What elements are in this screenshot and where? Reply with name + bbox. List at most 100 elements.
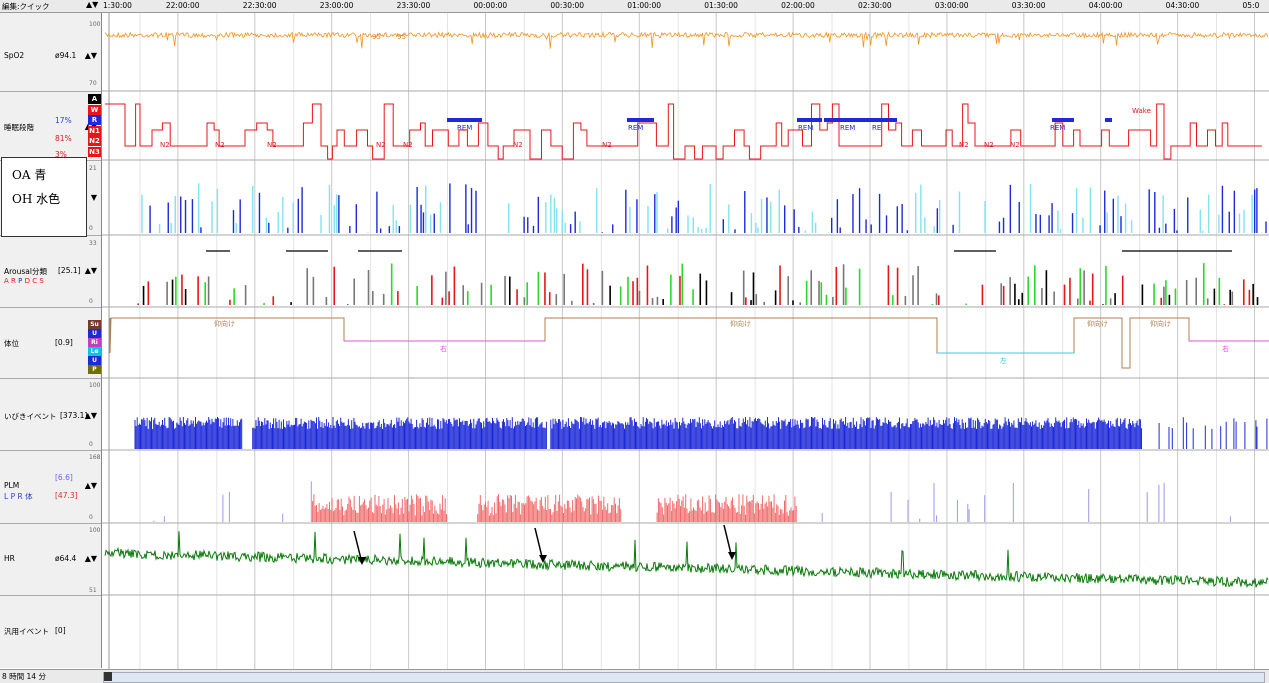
position-side-label: 右 [440,344,447,353]
channel-row-general[interactable]: 汎用イベント [0] [0,596,101,668]
channel-name: 汎用イベント [4,627,49,636]
stage-label: R [88,115,101,125]
hypnogram-stage-label: REM [840,124,855,132]
timeline-nav-arrows[interactable]: ▲▼ [86,0,99,9]
arrow-head-icon [539,555,547,563]
sort-arrow-icon[interactable]: ▼ [90,193,97,202]
channel-row-arousal[interactable]: Arousal分類 [25.1] ▲▼ A R P D C S 33 0 [0,236,101,308]
position-supine-label: 仰向け [730,319,751,328]
hypnogram-stage-label: REM [1050,124,1065,132]
channel-row-hr[interactable]: HR ø64.4 ▲▼ 100 51 [0,524,101,596]
channel-value: [25.1] [58,266,81,275]
scale-top: 168 [89,454,101,461]
position-side-label: 左 [1000,356,1007,365]
channel-labels-column: SpO2 ø94.1 ▲▼ 100 70 睡眠段階 17% 81% 3% ▲▼ … [0,13,102,668]
arousal-events [137,250,1259,305]
row-separators [102,90,1269,596]
arrow-head-icon [358,557,366,565]
hypnogram-stage-label: N2 [215,141,225,149]
stage-label: N2 [88,136,101,146]
channel-name: SpO2 [4,51,25,60]
scale-top: 100 [89,21,101,28]
arousal-subtype: A [4,277,12,285]
hypnogram-stage-label: N2 [984,141,994,149]
rem-bar [1052,118,1074,122]
channel-value: [0] [55,626,66,635]
channel-value: [0.9] [55,338,73,347]
hypnogram-stage-label: Wake [1132,107,1151,115]
stage-label: N3 [88,146,101,157]
time-tick-label: 01:00:00 [627,1,661,10]
rem-bar [875,118,897,122]
time-tick-label: 00:00:00 [473,1,508,10]
hypnogram-stage-label: N2 [376,141,386,149]
legend-line-oh: OH 水色 [12,192,61,206]
respiratory-events [141,183,1267,233]
hypnogram-stage-label: N2 [602,141,612,149]
recording-duration: 8 時間 14 分 [2,672,46,681]
horizontal-scrollbar[interactable] [103,672,1265,683]
scrollbar-thumb[interactable] [104,672,112,681]
time-tick-label: 05:0 [1242,1,1260,10]
channel-name: PLM [4,481,20,490]
legend-line-oa: OA 青 [12,168,47,182]
channel-name: いびきイベント [4,412,57,421]
stage-label: A [88,94,101,104]
channel-name: 睡眠段階 [4,123,34,132]
channel-row-position[interactable]: 体位 [0.9] Su U Ri Le U P [0,308,101,379]
annotation-arrows [353,524,736,565]
hypnogram-stage-label: REM [798,124,813,132]
channel-row-snore[interactable]: いびきイベント [373.1] ▲▼ 100 0 [0,379,101,451]
spo2-label: 95 [397,33,406,41]
position-code: P [88,365,101,374]
arousal-subtype: R [11,277,19,285]
edit-mode-label[interactable]: 編集:クイック [2,2,50,11]
time-tick-label: 03:30:00 [1011,1,1046,10]
channel-value: ø64.4 [55,554,77,563]
rem-bar [627,118,654,122]
rem-bar [447,118,482,122]
rem-bar [824,118,892,122]
arousal-subtype: C [32,277,40,285]
time-tick-label: 1:30:00 [103,1,132,10]
spo2-line [104,30,1269,49]
hypnogram-stage-label: RE [872,124,881,132]
scale-top: 33 [89,240,97,247]
time-tick-label: 22:30:00 [242,1,277,10]
plm-events [153,481,1231,522]
stage-label: N1 [88,125,101,136]
time-tick-label: 02:30:00 [858,1,892,10]
spo2-trace: 95 95 [104,30,1269,49]
position-side-label: 右 [1222,344,1229,353]
time-tick-label: 02:00:00 [781,1,815,10]
hr-line [104,531,1269,589]
sort-arrows-icon[interactable]: ▲▼ [84,266,97,275]
position-supine-label: 仰向け [1087,319,1108,328]
hypnogram-stage-label: N2 [513,141,523,149]
time-tick-label: 22:00:00 [165,1,200,10]
position-code: Ri [88,338,101,347]
sort-arrows-icon[interactable]: ▲▼ [84,411,97,420]
arrow-head-icon [728,552,736,560]
scale-top: 21 [89,165,97,172]
arousal-subtype: D [24,277,33,285]
hypnogram-stage-label: N2 [959,141,969,149]
sort-arrows-icon[interactable]: ▲▼ [84,481,97,490]
position-code: U [88,356,101,365]
stage-label: W [88,104,101,115]
signal-chart-area[interactable]: 95 95 N2 N2 N2 N2 N2 REM N2 REM N2 REM REM RE N2 N2 N2 R… [102,13,1269,669]
arousal-subtype: P [18,277,25,285]
channel-row-plm[interactable]: PLM [6.6] [47.3] L P R 体 ▲▼ 168 0 [0,451,101,524]
rem-bar [1105,118,1112,122]
scale-bottom: 0 [89,441,93,448]
hypnogram-stage-label: N2 [267,141,277,149]
sort-arrows-icon[interactable]: ▲▼ [84,554,97,563]
channel-row-spo2[interactable]: SpO2 ø94.1 ▲▼ 100 70 [0,13,101,92]
channel-name: Arousal分類 [4,267,47,276]
time-tick-label: 23:30:00 [396,1,431,10]
snore-events [134,417,1268,449]
sort-arrows-icon[interactable]: ▲▼ [84,51,97,60]
stage-pct-other: 3% [55,150,67,159]
annotation-legend: OA 青 OH 水色 [1,157,87,237]
